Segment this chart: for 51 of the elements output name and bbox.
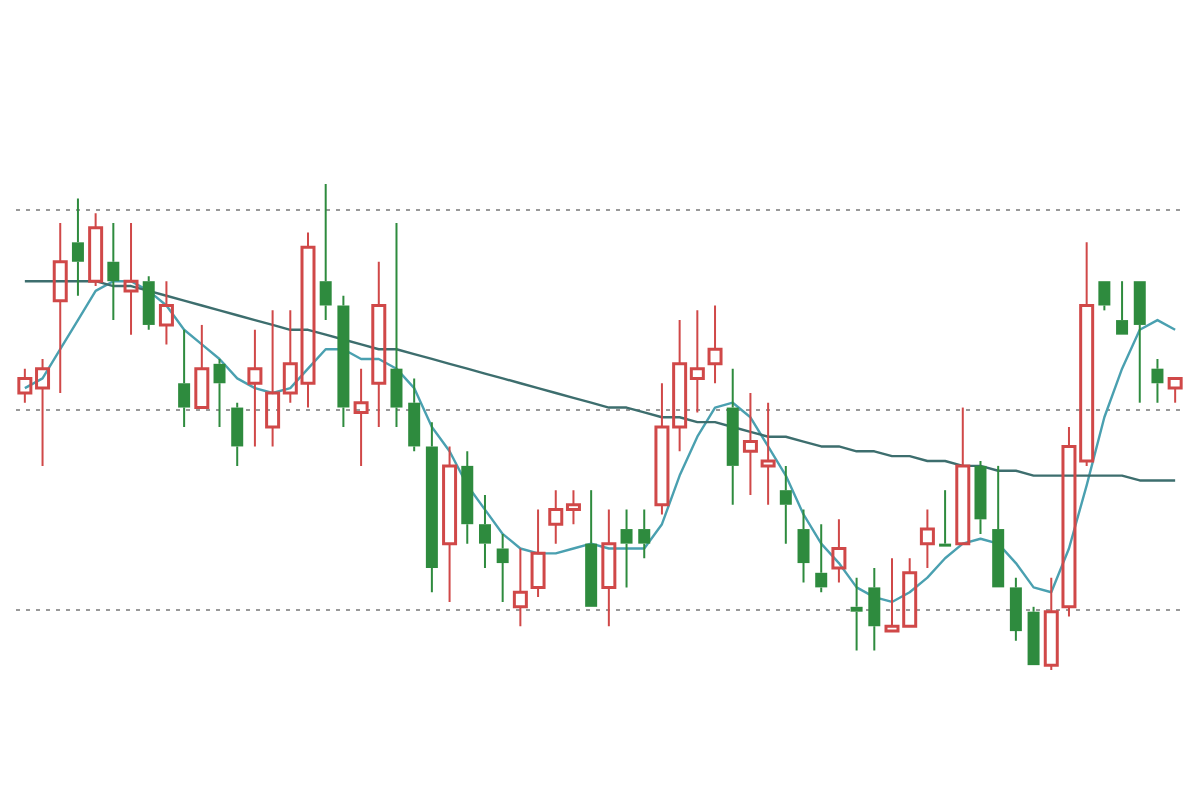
candlestick (742, 391, 758, 497)
candlestick (319, 183, 332, 322)
candlestick (478, 494, 491, 569)
candlestick (425, 421, 438, 594)
candlestick (831, 518, 847, 584)
candlestick (88, 212, 104, 288)
candlestick (337, 294, 350, 428)
candlestick (408, 377, 421, 453)
candlestick (1133, 281, 1146, 404)
candlestick (390, 221, 403, 428)
candlestick (919, 508, 935, 569)
candlestick (638, 508, 651, 560)
candlestick (726, 367, 739, 506)
candlestick (779, 464, 792, 545)
candlestick (231, 401, 244, 467)
candlestick (530, 508, 546, 599)
candlestick (850, 576, 863, 652)
candlestick (158, 280, 174, 346)
candlestick (1043, 576, 1059, 671)
candlestick (760, 401, 776, 506)
candlestick (1027, 605, 1040, 666)
candlestick (123, 221, 139, 336)
candlestick (585, 489, 598, 607)
candlestick (939, 489, 952, 547)
candlestick (142, 275, 155, 331)
candlestick (620, 508, 633, 589)
candlestick (353, 367, 369, 467)
candlestick (512, 547, 528, 628)
candlestick (707, 304, 723, 385)
candlestick (815, 523, 828, 594)
candlestick (1116, 280, 1129, 335)
candlestick (52, 221, 68, 394)
candlestick (496, 532, 509, 603)
candlestick (442, 445, 458, 603)
candlestick (1009, 576, 1022, 642)
candlestick (974, 460, 987, 535)
candlestick (955, 406, 971, 546)
candlestick (178, 328, 191, 428)
candlestick (461, 450, 474, 545)
candlestick (247, 328, 263, 448)
candlestick (213, 357, 226, 428)
candlestick (107, 221, 120, 322)
candlestick (601, 508, 617, 628)
candlestick (992, 464, 1005, 588)
candlestick (194, 323, 210, 410)
candlestick (797, 508, 810, 584)
candlestick (371, 260, 387, 428)
candlestick (1167, 376, 1183, 404)
candlestick (868, 566, 881, 652)
candlestick (1151, 357, 1164, 404)
candlestick (71, 197, 84, 297)
